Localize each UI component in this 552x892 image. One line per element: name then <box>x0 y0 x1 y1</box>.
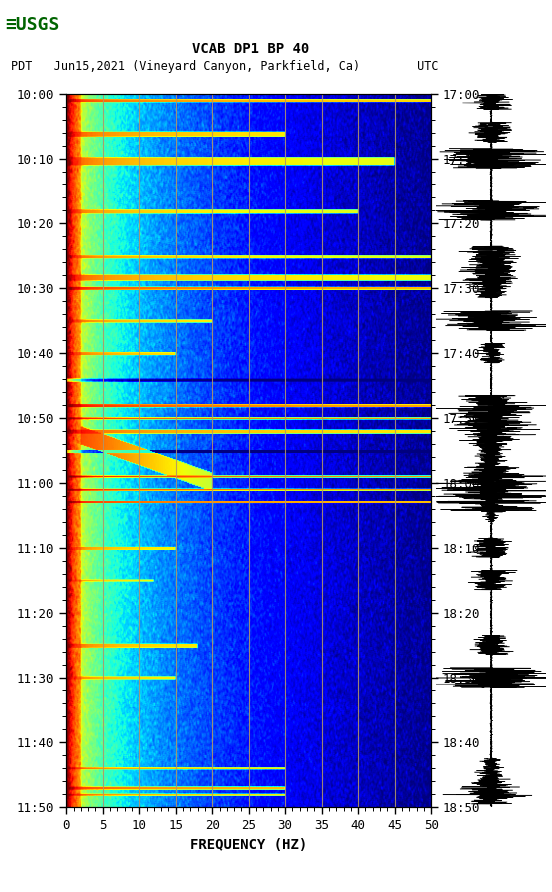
Text: ≡USGS: ≡USGS <box>6 16 60 34</box>
X-axis label: FREQUENCY (HZ): FREQUENCY (HZ) <box>190 838 307 852</box>
Text: VCAB DP1 BP 40: VCAB DP1 BP 40 <box>192 42 309 56</box>
Text: PDT   Jun15,2021 (Vineyard Canyon, Parkfield, Ca)        UTC: PDT Jun15,2021 (Vineyard Canyon, Parkfie… <box>11 61 438 73</box>
